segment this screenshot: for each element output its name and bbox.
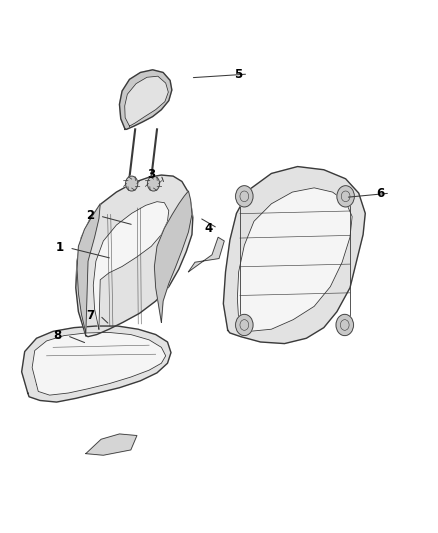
Text: 8: 8 [53, 329, 62, 342]
Polygon shape [32, 333, 166, 395]
Text: 4: 4 [204, 222, 212, 235]
Polygon shape [237, 188, 352, 332]
Circle shape [236, 314, 253, 336]
Text: 7: 7 [86, 309, 94, 322]
Circle shape [336, 314, 353, 336]
Polygon shape [188, 237, 224, 272]
Circle shape [337, 185, 354, 207]
Text: 3: 3 [147, 168, 155, 181]
Text: 5: 5 [234, 68, 243, 80]
Polygon shape [120, 70, 172, 130]
Text: 1: 1 [56, 241, 64, 254]
Text: 2: 2 [86, 209, 94, 222]
Polygon shape [86, 434, 137, 455]
Polygon shape [154, 191, 192, 322]
Circle shape [236, 185, 253, 207]
Circle shape [126, 176, 138, 191]
Polygon shape [21, 326, 171, 402]
Polygon shape [93, 201, 169, 329]
Polygon shape [223, 166, 365, 344]
Polygon shape [76, 175, 193, 337]
Circle shape [148, 176, 159, 191]
Polygon shape [77, 204, 100, 333]
Polygon shape [125, 76, 168, 126]
Text: 6: 6 [376, 187, 385, 200]
